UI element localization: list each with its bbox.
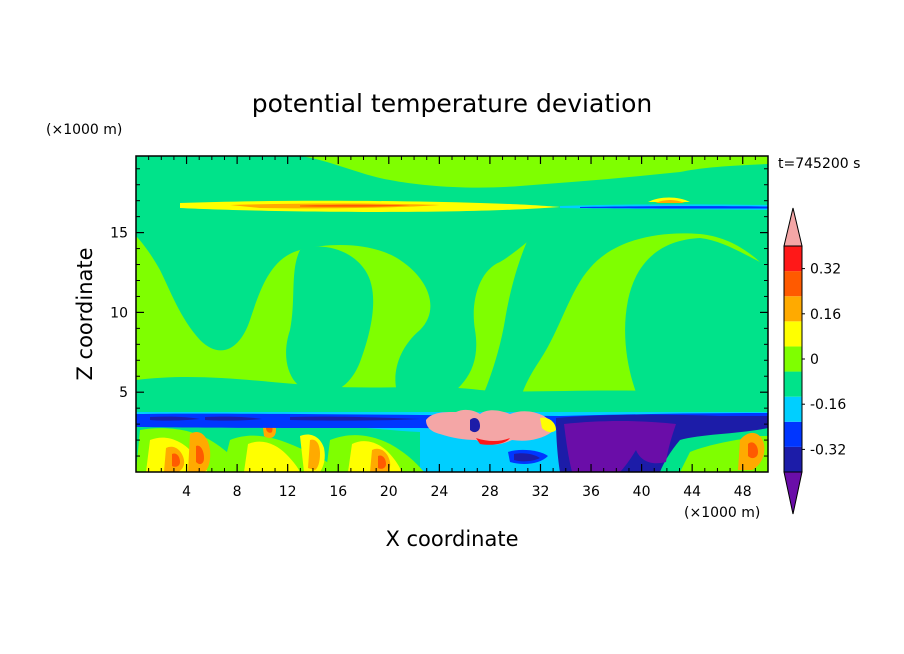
x-tick-label: 28 (481, 484, 499, 500)
colorbar: 0.32 0.16 0 -0.16 -0.32 (783, 207, 846, 515)
field-band-cold-blue (580, 206, 768, 209)
field-warm-anomaly (426, 409, 554, 445)
field-bl-red-4 (748, 442, 758, 459)
field-warm-anomaly-edge-yellow (540, 417, 556, 433)
y-axis-unit: (×1000 m) (46, 122, 122, 138)
field-region-neg-small-3 (286, 246, 374, 394)
x-tick-label: 40 (633, 484, 651, 500)
x-axis-label: X coordinate (385, 527, 518, 551)
x-axis-unit: (×1000 m) (684, 505, 760, 521)
x-tick-label: 24 (430, 484, 448, 500)
field-region-neg-small-4 (480, 215, 768, 402)
field-region-neg-small-2 (136, 215, 560, 400)
x-tick-label: 16 (329, 484, 347, 500)
colorbar-tick-label: 0.32 (810, 262, 841, 278)
colorbar-box (784, 396, 802, 422)
colorbar-tick-label: -0.32 (810, 442, 846, 458)
x-tick-label: 36 (582, 484, 600, 500)
colorbar-box (784, 421, 802, 447)
colorbar-tick-label: 0 (810, 352, 819, 368)
colorbar-extension-bottom (783, 471, 803, 515)
time-label: t=745200 s (778, 156, 860, 172)
field-bl-red-1 (172, 453, 180, 467)
x-tick-label: 12 (279, 484, 297, 500)
field-region-neg-small-5 (136, 376, 768, 412)
x-tick-label: 20 (380, 484, 398, 500)
field-cold-pool-navy-patch (514, 453, 540, 462)
colorbar-box (784, 371, 802, 397)
chart-title: potential temperature deviation (252, 89, 652, 118)
colorbar-box (784, 271, 802, 297)
field-bl-orange-4 (308, 439, 320, 470)
field-inversion-navy-1 (150, 416, 200, 421)
y-axis-ticks: 5 10 15 (110, 168, 768, 457)
x-tick-label: 8 (233, 484, 242, 500)
field-bl-red-2 (196, 445, 204, 465)
y-tick-label: 10 (110, 305, 128, 321)
colorbar-extension-top (783, 207, 803, 247)
colorbar-tick-label: 0.16 (810, 307, 841, 323)
y-tick-label: 15 (110, 226, 128, 242)
field-bl-yellow-2 (244, 441, 300, 472)
field-band-top-bump-orange (655, 200, 685, 203)
colorbar-box (784, 246, 802, 272)
x-tick-label: 48 (734, 484, 752, 500)
field-bl-red-3 (378, 455, 386, 469)
x-tick-label: 44 (683, 484, 701, 500)
colorbar-box (784, 321, 802, 347)
colorbar-tick-label: -0.16 (810, 397, 846, 413)
x-axis-ticks: 4 8 12 16 20 24 28 32 36 40 44 48 (148, 156, 756, 500)
field-region-neg-small-1 (136, 156, 768, 200)
field-warm-anomaly-core-blue (470, 418, 480, 433)
contour-field (136, 156, 768, 472)
field-cold-pool-purple (564, 421, 676, 472)
colorbar-box (784, 446, 802, 472)
x-tick-label: 4 (182, 484, 191, 500)
y-axis-label: Z coordinate (73, 247, 97, 380)
field-band-warm-red (300, 204, 410, 207)
field-inversion-navy-3 (290, 416, 420, 421)
colorbar-box (784, 296, 802, 322)
y-tick-label: 5 (119, 385, 128, 401)
field-inversion-navy-2 (205, 416, 262, 421)
field-band-top-bump-yellow (648, 197, 690, 202)
colorbar-box (784, 346, 802, 372)
field-warm-anomaly-red (476, 438, 510, 445)
x-tick-label: 32 (532, 484, 550, 500)
